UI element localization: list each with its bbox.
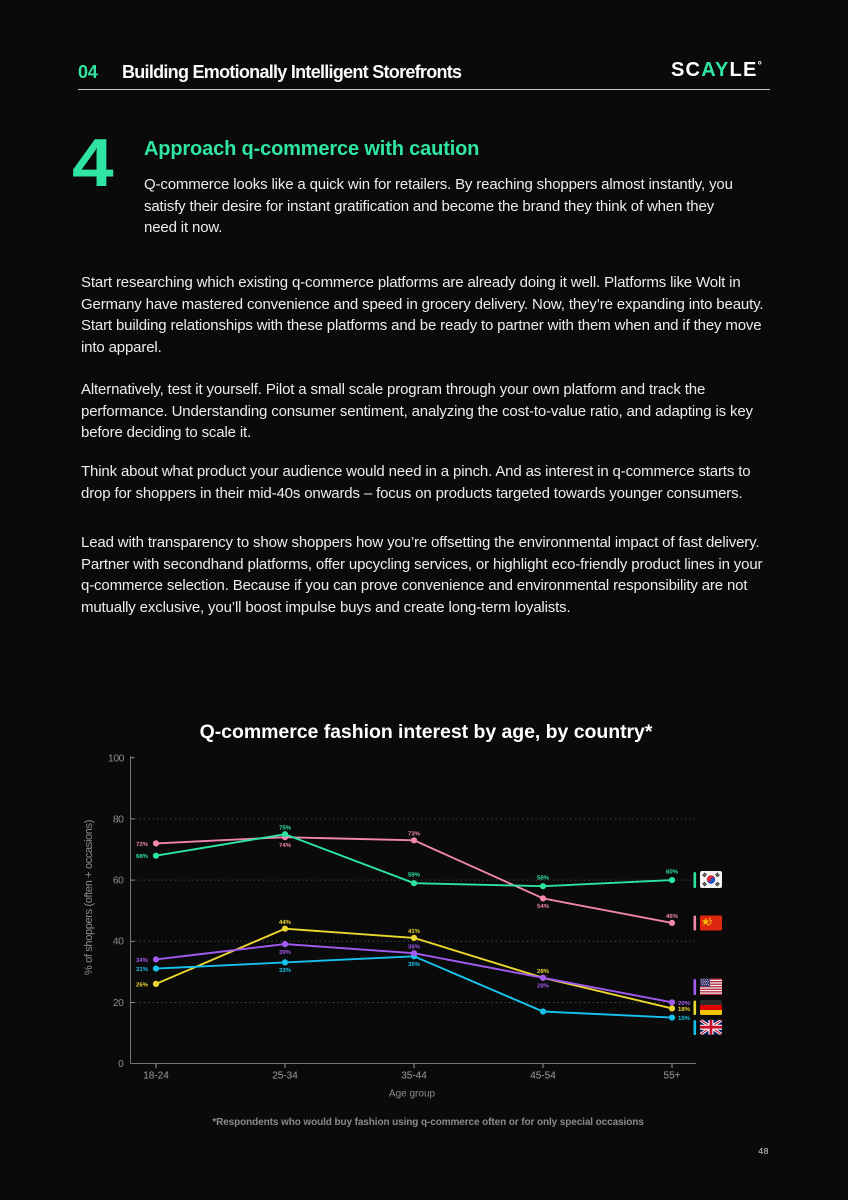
svg-text:20: 20: [113, 998, 124, 1009]
svg-text:55+: 55+: [664, 1071, 681, 1082]
svg-text:100: 100: [108, 753, 125, 764]
svg-text:34%: 34%: [136, 957, 149, 964]
svg-text:31%: 31%: [136, 966, 149, 973]
svg-text:41%: 41%: [408, 928, 421, 935]
svg-text:75%: 75%: [279, 824, 292, 831]
svg-text:26%: 26%: [136, 981, 149, 988]
svg-text:% of shoppers (often + occasio: % of shoppers (often + occasions): [83, 820, 95, 975]
svg-text:Age group: Age group: [389, 1089, 436, 1100]
svg-text:35%: 35%: [408, 961, 421, 968]
svg-text:60: 60: [113, 875, 124, 886]
svg-text:73%: 73%: [408, 831, 421, 838]
svg-text:15%: 15%: [678, 1015, 691, 1022]
svg-text:45-54: 45-54: [530, 1071, 556, 1082]
svg-text:44%: 44%: [279, 919, 292, 926]
svg-text:18%: 18%: [678, 1006, 691, 1013]
svg-text:74%: 74%: [279, 842, 292, 849]
svg-text:58%: 58%: [537, 875, 550, 882]
svg-text:28%: 28%: [537, 983, 550, 990]
svg-text:72%: 72%: [136, 841, 149, 848]
svg-text:28%: 28%: [537, 968, 550, 975]
svg-text:60%: 60%: [666, 869, 679, 876]
svg-text:68%: 68%: [136, 853, 149, 860]
svg-text:46%: 46%: [666, 913, 679, 920]
svg-text:59%: 59%: [408, 872, 421, 879]
svg-text:0: 0: [118, 1059, 124, 1070]
svg-text:39%: 39%: [279, 949, 292, 956]
svg-text:54%: 54%: [537, 903, 550, 910]
svg-text:40: 40: [113, 937, 124, 948]
svg-text:33%: 33%: [279, 967, 292, 974]
svg-text:36%: 36%: [408, 943, 421, 950]
svg-text:25-34: 25-34: [272, 1071, 298, 1082]
svg-text:35-44: 35-44: [401, 1071, 427, 1082]
svg-text:18-24: 18-24: [143, 1071, 169, 1082]
svg-text:20%: 20%: [678, 1000, 691, 1007]
svg-text:80: 80: [113, 814, 124, 825]
